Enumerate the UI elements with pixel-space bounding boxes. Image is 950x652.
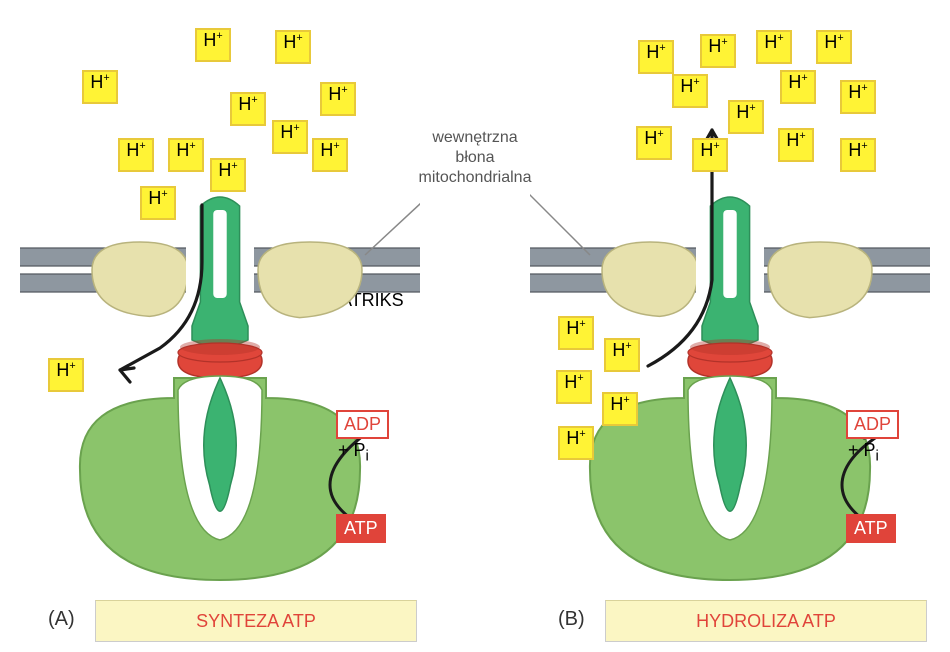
proton-box: H+ — [82, 70, 118, 104]
membrane-center-label-line: wewnętrzna — [410, 128, 540, 148]
proton-box: H+ — [275, 30, 311, 64]
proton-box: H+ — [195, 28, 231, 62]
proton-label: H+ — [203, 31, 222, 49]
proton-box: H+ — [692, 138, 728, 172]
proton-label: H+ — [680, 77, 699, 95]
proton-label: H+ — [280, 123, 299, 141]
proton-label: H+ — [824, 33, 843, 51]
membrane-leader — [365, 190, 420, 255]
proton-label: H+ — [564, 373, 583, 391]
panel-B-caption: HYDROLIZA ATP — [605, 600, 927, 642]
proton-label: H+ — [320, 141, 339, 159]
membrane-center-label-line: mitochondrialna — [410, 168, 540, 188]
adp-label-box: ADP — [846, 410, 899, 439]
proton-label: H+ — [708, 37, 727, 55]
proton-box: H+ — [48, 358, 84, 392]
proton-box: H+ — [558, 426, 594, 460]
pi-label: + Pi — [338, 440, 369, 465]
panel-A: H+ H+ H+ H+ H+ H+ H+ H+ H+ H+ H+ H+ ADP+ Pi ATP SYNTEZ… — [20, 10, 420, 640]
proton-label: H+ — [646, 43, 665, 61]
proton-box: H+ — [558, 316, 594, 350]
proton-box: H+ — [636, 126, 672, 160]
proton-label: H+ — [848, 83, 867, 101]
proton-box: H+ — [604, 338, 640, 372]
proton-label: H+ — [848, 141, 867, 159]
proton-box: H+ — [140, 186, 176, 220]
proton-label: H+ — [788, 73, 807, 91]
proton-box: H+ — [728, 100, 764, 134]
proton-label: H+ — [90, 73, 109, 91]
membrane-leader — [530, 190, 590, 255]
proton-label: H+ — [218, 161, 237, 179]
proton-label: H+ — [644, 129, 663, 147]
proton-label: H+ — [610, 395, 629, 413]
proton-label: H+ — [736, 103, 755, 121]
proton-box: H+ — [118, 138, 154, 172]
proton-box: H+ — [272, 120, 308, 154]
panel-A-letter: (A) — [48, 608, 75, 631]
proton-box: H+ — [210, 158, 246, 192]
proton-box: H+ — [840, 138, 876, 172]
proton-box: H+ — [168, 138, 204, 172]
adp-label-box: ADP — [336, 410, 389, 439]
proton-box: H+ — [230, 92, 266, 126]
proton-label: H+ — [764, 33, 783, 51]
proton-label: H+ — [328, 85, 347, 103]
proton-label: H+ — [176, 141, 195, 159]
proton-box: H+ — [638, 40, 674, 74]
atp-label-box: ATP — [846, 514, 896, 543]
proton-label: H+ — [612, 341, 631, 359]
proton-box: H+ — [700, 34, 736, 68]
proton-label: H+ — [56, 361, 75, 379]
proton-box: H+ — [312, 138, 348, 172]
proton-label: H+ — [238, 95, 257, 113]
figure-root: wewnętrznabłonamitochondrialnaMATRIKSH+H… — [0, 0, 950, 652]
pi-label: + Pi — [848, 440, 879, 465]
panel-B-letter: (B) — [558, 608, 585, 631]
proton-box: H+ — [556, 370, 592, 404]
proton-box: H+ — [840, 80, 876, 114]
proton-box: H+ — [602, 392, 638, 426]
proton-box: H+ — [816, 30, 852, 64]
proton-label: H+ — [700, 141, 719, 159]
proton-label: H+ — [566, 319, 585, 337]
membrane-center-label: wewnętrznabłonamitochondrialna — [410, 128, 540, 188]
membrane-center-label-line: błona — [410, 148, 540, 168]
proton-box: H+ — [778, 128, 814, 162]
proton-label: H+ — [566, 429, 585, 447]
proton-box: H+ — [672, 74, 708, 108]
proton-label: H+ — [786, 131, 805, 149]
proton-label: H+ — [148, 189, 167, 207]
atp-label-box: ATP — [336, 514, 386, 543]
proton-box: H+ — [780, 70, 816, 104]
panel-A-caption: SYNTEZA ATP — [95, 600, 417, 642]
panel-B: H+ H+ H+ H+ H+ H+ H+ H+ H+ H+ H+ H+ H+ H+ H+ H+ H+ ADP+ P… — [530, 10, 930, 640]
proton-label: H+ — [126, 141, 145, 159]
proton-box: H+ — [320, 82, 356, 116]
proton-box: H+ — [756, 30, 792, 64]
proton-label: H+ — [283, 33, 302, 51]
